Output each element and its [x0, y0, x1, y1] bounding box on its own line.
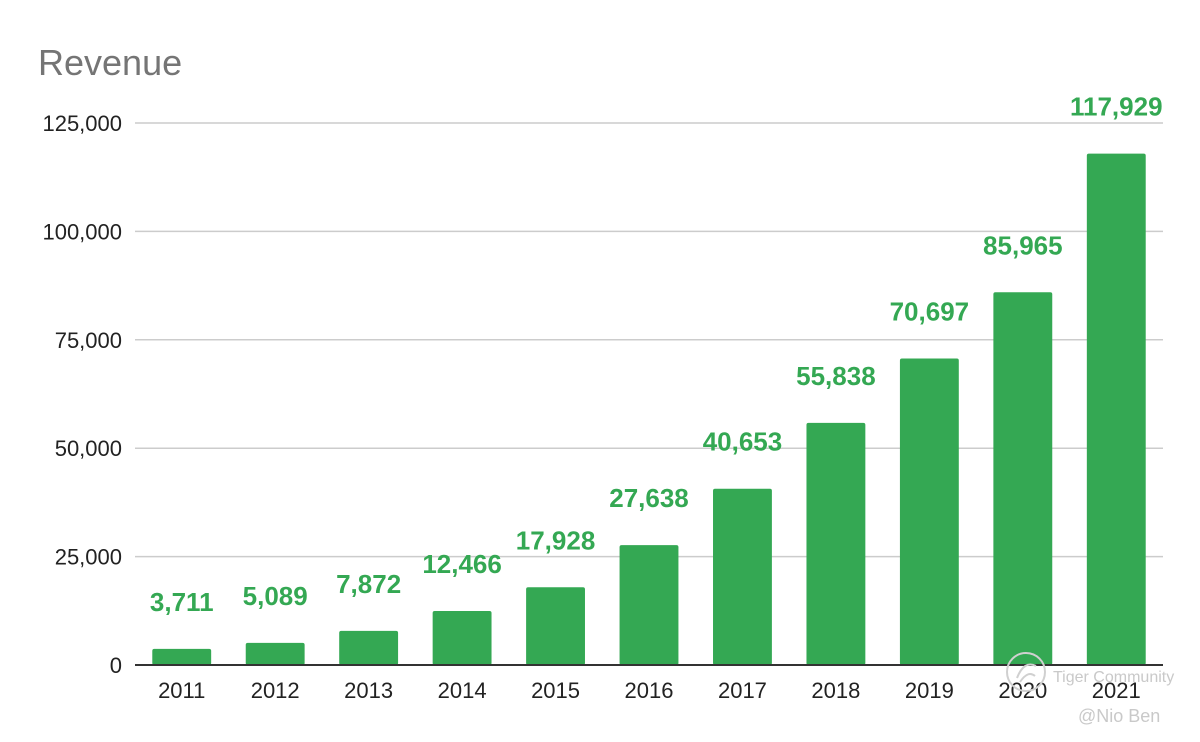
- data-label: 3,711: [150, 587, 214, 617]
- data-label: 12,466: [422, 549, 502, 579]
- data-label: 85,965: [983, 230, 1063, 260]
- data-label: 117,929: [1070, 92, 1163, 122]
- data-label: 70,697: [890, 296, 970, 326]
- x-axis-ticks: 2011 2012 2013 2014 2015 2016 2017 2018 2019 2020…: [158, 678, 1141, 703]
- y-tick-label: 0: [110, 653, 122, 678]
- x-tick-label: 2015: [531, 678, 580, 703]
- gridlines: [135, 122, 1163, 558]
- tiger-logo-icon: [1006, 652, 1046, 692]
- x-tick-label: 2019: [905, 678, 954, 703]
- y-tick-label: 75,000: [55, 328, 122, 353]
- x-tick-label: 2021: [1092, 678, 1141, 703]
- x-tick-label: 2013: [344, 678, 393, 703]
- chart-title: Revenue: [38, 42, 182, 83]
- bar-2011: [152, 648, 212, 665]
- x-tick-label: 2014: [438, 678, 487, 703]
- y-tick-label: 100,000: [42, 219, 122, 244]
- y-axis-ticks: 0 25,000 50,000 75,000 100,000 125,000: [42, 111, 122, 678]
- y-tick-label: 50,000: [55, 436, 122, 461]
- bars: [152, 153, 1146, 665]
- bar-2017: [713, 488, 772, 665]
- bar-2014: [432, 610, 492, 665]
- bar-2018: [806, 422, 866, 665]
- data-labels: 3,711 5,089 7,872 12,466 17,928 27,638 40,653 5…: [150, 92, 1163, 617]
- y-tick-label: 125,000: [42, 111, 122, 136]
- bar-2013: [339, 630, 399, 665]
- data-label: 17,928: [516, 525, 596, 555]
- bar-2012: [245, 642, 305, 665]
- bar-2016: [619, 545, 679, 665]
- y-tick-label: 25,000: [55, 545, 122, 570]
- data-label: 40,653: [703, 427, 783, 457]
- bar-2021: [1086, 153, 1146, 665]
- x-tick-label: 2016: [625, 678, 674, 703]
- watermark-brand: Tiger Community: [1053, 669, 1174, 686]
- x-tick-label: 2018: [811, 678, 860, 703]
- data-label: 7,872: [336, 569, 401, 599]
- bar-2020: [993, 292, 1053, 665]
- bar-2015: [526, 587, 585, 665]
- data-label: 27,638: [609, 483, 689, 513]
- bar-2019: [899, 358, 959, 665]
- x-tick-label: 2012: [251, 678, 300, 703]
- data-label: 55,838: [796, 361, 876, 391]
- data-label: 5,089: [243, 581, 308, 611]
- x-tick-label: 2017: [718, 678, 767, 703]
- watermark: Tiger Community @Nio Ben: [1006, 652, 1174, 726]
- x-tick-label: 2011: [158, 678, 205, 703]
- watermark-author: @Nio Ben: [1078, 706, 1160, 726]
